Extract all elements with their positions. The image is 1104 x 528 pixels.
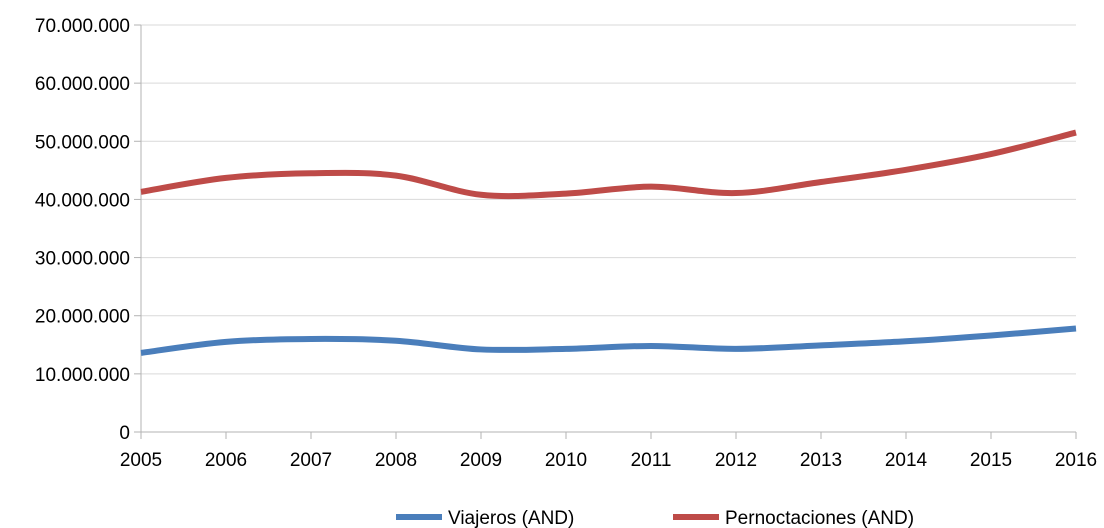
y-tick-label-3: 30.000.000 xyxy=(35,249,130,270)
x-tick-label-1: 2006 xyxy=(205,450,247,471)
x-tick-label-11: 2016 xyxy=(1055,450,1097,471)
x-tick-label-4: 2009 xyxy=(460,450,502,471)
x-tick-label-10: 2015 xyxy=(970,450,1012,471)
legend-label-pernoctaciones: Pernoctaciones (AND) xyxy=(725,508,914,528)
y-axis-ticks: 0 10.000.000 20.000.000 30.000.000 40.000.00… xyxy=(35,16,141,444)
x-axis-ticks: 2005 2006 2007 2008 2009 2010 2011 2012 2013 2014… xyxy=(120,432,1097,471)
legend-item-0: Viajeros (AND) xyxy=(396,508,574,528)
y-tick-label-0: 0 xyxy=(119,423,130,444)
x-tick-label-5: 2010 xyxy=(545,450,587,471)
x-tick-label-2: 2007 xyxy=(290,450,332,471)
legend-item-1: Pernoctaciones (AND) xyxy=(673,508,914,528)
x-tick-label-8: 2013 xyxy=(800,450,842,471)
legend-label-viajeros: Viajeros (AND) xyxy=(448,508,574,528)
y-tick-label-4: 40.000.000 xyxy=(35,190,130,211)
x-tick-label-9: 2014 xyxy=(885,450,928,471)
axes xyxy=(140,25,1076,433)
legend: Viajeros (AND) Pernoctaciones (AND) xyxy=(396,508,914,528)
series-line-1 xyxy=(140,129,1077,200)
x-tick-label-7: 2012 xyxy=(715,450,757,471)
x-tick-label-0: 2005 xyxy=(120,450,162,471)
series-lines xyxy=(140,129,1077,356)
x-tick-label-3: 2008 xyxy=(375,450,417,471)
y-tick-label-6: 60.000.000 xyxy=(35,74,130,95)
y-tick-label-1: 10.000.000 xyxy=(35,365,130,386)
grid-lines xyxy=(141,24,1076,375)
y-tick-label-7: 70.000.000 xyxy=(35,16,130,37)
x-tick-label-6: 2011 xyxy=(631,450,672,471)
y-tick-label-5: 50.000.000 xyxy=(35,132,130,153)
y-tick-label-2: 20.000.000 xyxy=(35,307,130,328)
series-line-0 xyxy=(140,325,1077,356)
